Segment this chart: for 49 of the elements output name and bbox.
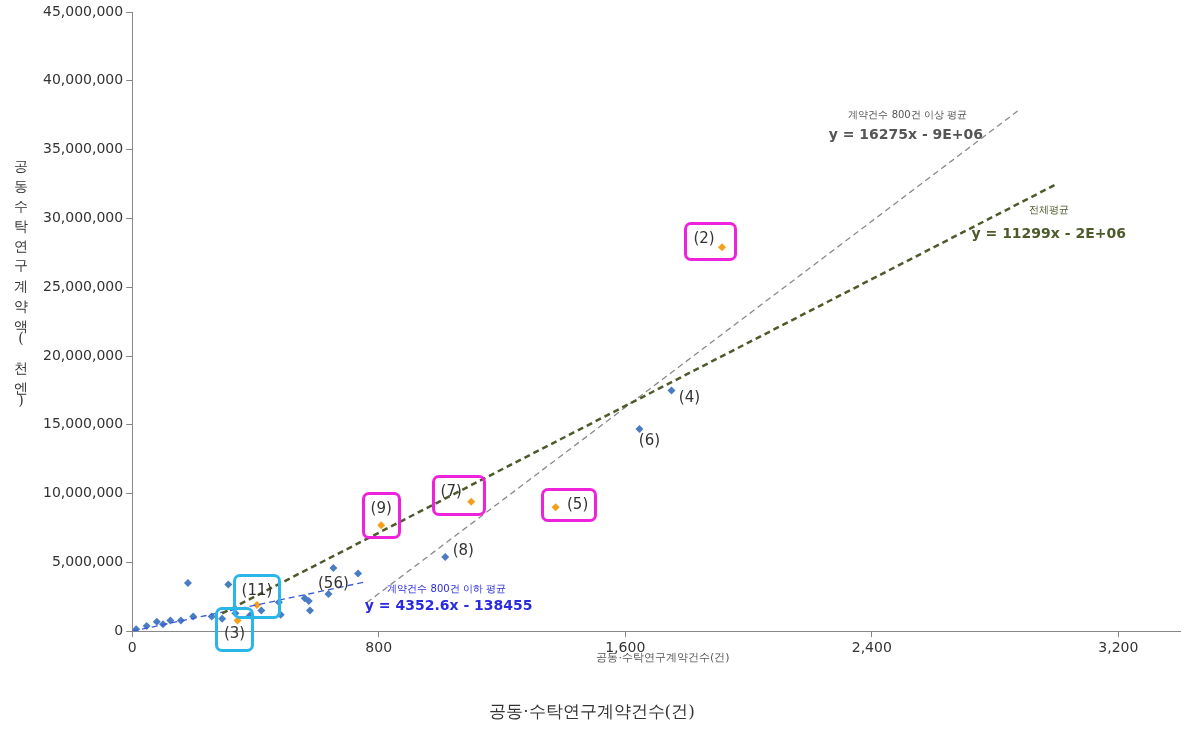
annotation: y = 4352.6x - 138455 [364,597,533,614]
annotation: (7) [440,481,462,500]
x-axis-title: 공동·수탁연구계약건수(건) [488,700,696,723]
annotation: 계약건수 800건 이상 평균 [848,108,968,120]
point [304,596,313,605]
annotation: (4) [678,388,701,407]
y-tick-label: 10,000,000 [42,484,124,501]
y-tick-label: 0 [114,621,124,638]
text: 공동·수탁연구계약건수(건) [596,651,730,664]
annotation: (6) [638,430,661,449]
annotation: y = 11299x - 2E+06 [971,224,1126,241]
point [551,503,560,512]
y-tick-label: 40,000,000 [42,71,124,88]
x-tick-label: 800 [365,639,393,656]
annotation: (2) [693,229,715,248]
point [635,424,644,433]
point [467,497,476,506]
point [183,579,192,588]
annotation: 전체평균 [1028,203,1069,215]
point [166,616,175,625]
point [218,614,227,623]
y-axis-title: 공동수탁연구계약액(천엔) [12,150,30,414]
x-tick-label: 3,200 [1098,639,1139,656]
annotation: y = 16275x - 9E+06 [828,125,984,142]
y-tick-label: 30,000,000 [42,209,124,226]
x-tick-label: 2,400 [851,639,892,656]
point [329,563,338,572]
y-tick-label: 15,000,000 [42,415,124,432]
x-tick-label: 0 [127,639,137,656]
y-tick-label: 35,000,000 [42,140,124,157]
point [667,386,676,395]
point [305,606,314,615]
point [441,552,450,561]
point [377,521,386,530]
point [152,617,161,626]
annotation: (9) [370,499,392,518]
y-tick-label: 45,000,000 [42,2,124,19]
y-tick-label: 25,000,000 [42,277,124,294]
point [257,606,266,615]
point [224,580,233,589]
y-tick-label: 5,000,000 [51,553,124,570]
annotation: (5) [566,495,589,514]
annotation: (56) [318,573,349,592]
point [354,569,363,578]
y-tick-label: 20,000,000 [42,346,124,363]
point [718,243,727,252]
annotation: (8) [452,540,474,559]
annotation: (11) [241,580,273,599]
annotation: 계약건수 800건 이하 평균 [387,583,506,595]
